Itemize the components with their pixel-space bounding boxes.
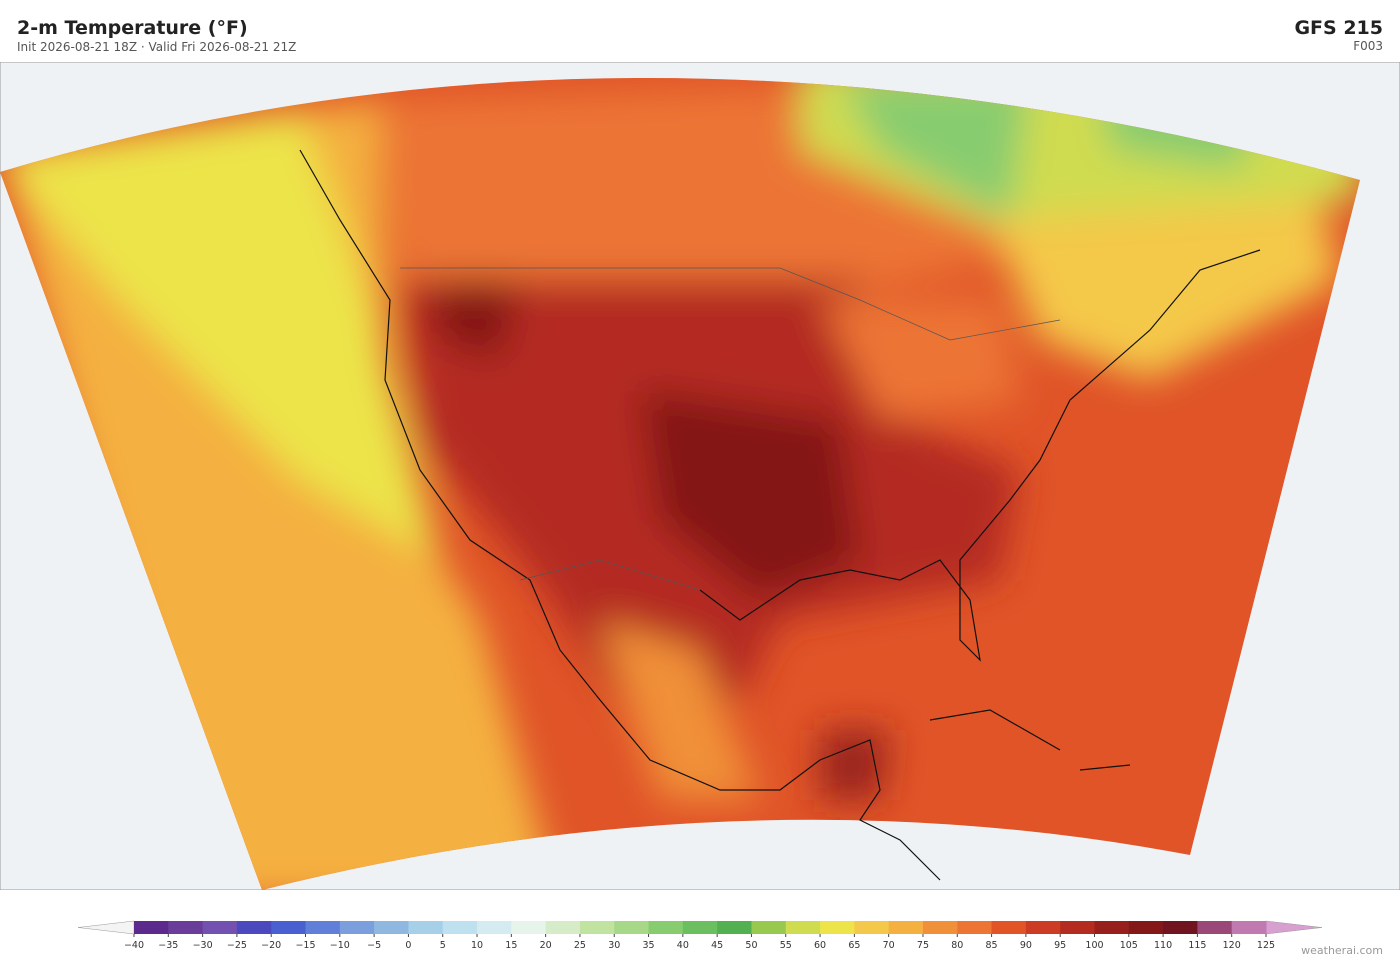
color-segment (1163, 921, 1198, 934)
over-arrow (1265, 920, 1323, 935)
color-segment (991, 921, 1027, 934)
color-segment (202, 921, 238, 934)
color-segment (271, 921, 307, 934)
subtitle: Init 2026-08-21 18Z · Valid Fri 2026-08-… (17, 40, 296, 54)
tick-label: −30 (193, 940, 213, 951)
tick-label: 30 (608, 940, 620, 951)
forecast-hour: F003 (1353, 39, 1383, 53)
color-segment (579, 921, 615, 934)
color-segment (477, 921, 512, 934)
map (0, 62, 1400, 890)
color-segment (854, 921, 890, 934)
color-segment (236, 921, 272, 934)
model-name: GFS 215 (1294, 17, 1383, 39)
color-segment (1197, 921, 1233, 934)
tick-label: 20 (540, 940, 552, 951)
tick-label: 85 (986, 940, 998, 951)
under-arrow (77, 920, 135, 935)
color-segment (717, 921, 752, 934)
tick-label: 55 (780, 940, 792, 951)
tick-label: 10 (471, 940, 483, 951)
tick-label: 90 (1020, 940, 1032, 951)
credit: weatherai.com (1301, 944, 1383, 957)
color-segment (1231, 921, 1267, 934)
color-segment (614, 921, 650, 934)
color-segment (511, 921, 547, 934)
tick-label: 50 (745, 940, 757, 951)
color-segment (1094, 921, 1130, 934)
temperature-field (0, 77, 1360, 890)
tick-label: −15 (295, 940, 315, 951)
color-segment (134, 921, 169, 934)
tick-label: 35 (642, 940, 654, 951)
tick-label: 100 (1085, 940, 1103, 951)
color-segment (1060, 921, 1095, 934)
tick-label: −5 (367, 940, 381, 951)
tick-label: 75 (917, 940, 929, 951)
color-segment (820, 921, 855, 934)
tick-label: 70 (883, 940, 895, 951)
color-segment (648, 921, 684, 934)
color-segment (305, 921, 341, 934)
tick-label: 120 (1223, 940, 1241, 951)
colorbar: −40 −35 −30 −25 −20 −15 −10 −5 0 5 10 15 20 25 30 35 40 4… (77, 920, 1323, 951)
tick-label: 15 (505, 940, 517, 951)
color-segment (408, 921, 444, 934)
color-segment (922, 921, 958, 934)
tick-label: −25 (227, 940, 247, 951)
color-segment (168, 921, 204, 934)
tick-label: 125 (1257, 940, 1275, 951)
color-segment (1128, 921, 1164, 934)
tick-label: 80 (951, 940, 963, 951)
tick-label: −40 (124, 940, 144, 951)
color-segment (1025, 921, 1061, 934)
color-segment (751, 921, 787, 934)
tick-label: 40 (677, 940, 689, 951)
color-segment (374, 921, 409, 934)
borders (400, 267, 1061, 591)
coastlines (299, 149, 1261, 881)
color-segment (682, 921, 718, 934)
tick-label: 60 (814, 940, 826, 951)
color-segment (545, 921, 581, 934)
tick-label: 25 (574, 940, 586, 951)
color-segment (785, 921, 821, 934)
color-segment (957, 921, 993, 934)
tick-label: 105 (1120, 940, 1138, 951)
title: 2-m Temperature (°F) (17, 17, 248, 39)
color-segment (442, 921, 478, 934)
tick-label: −35 (158, 940, 178, 951)
tick-label: 115 (1188, 940, 1206, 951)
tick-label: −10 (330, 940, 350, 951)
tick-label: −20 (261, 940, 281, 951)
color-segment (888, 921, 924, 934)
tick-label: 95 (1054, 940, 1066, 951)
tick-label: 5 (440, 940, 446, 951)
tick-label: 110 (1154, 940, 1172, 951)
tick-label: 65 (848, 940, 860, 951)
tick-label: 45 (711, 940, 723, 951)
tick-label: 0 (405, 940, 411, 951)
color-segment (339, 921, 375, 934)
